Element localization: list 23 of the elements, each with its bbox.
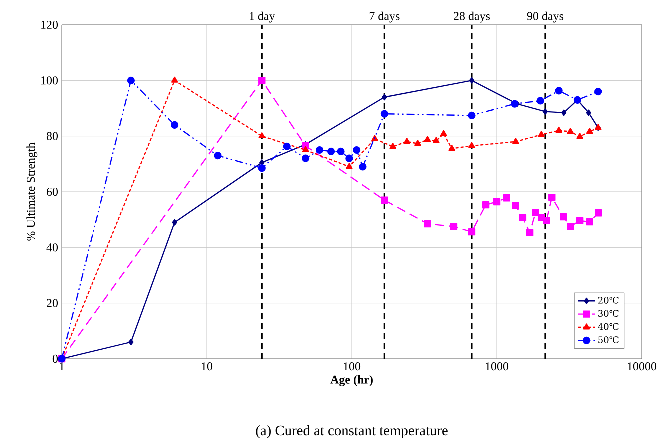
legend-label: 50℃: [598, 336, 619, 344]
y-axis-title: % Ultimate Strength: [26, 142, 38, 241]
ref-line-label: 1 day: [250, 12, 276, 23]
ref-line-label: 28 days: [454, 12, 490, 23]
x-tick-label: 1000: [486, 362, 509, 371]
legend-label: 40℃: [598, 323, 619, 330]
y-tick-label: 0: [52, 354, 58, 364]
x-tick-label: 10000: [628, 362, 657, 371]
ref-line-label: 7 days: [370, 12, 400, 23]
x-tick-label: 1: [60, 362, 64, 370]
x-tick-label: 100: [344, 362, 361, 371]
x-axis-title: Age (hr): [330, 375, 373, 386]
x-tick-label: 10: [202, 362, 213, 371]
text: (a) Cured at constant temperature: [256, 425, 448, 439]
legend-label: 30℃: [598, 310, 619, 318]
y-tick-label: 40: [46, 244, 58, 252]
y-tick-label: 120: [42, 20, 58, 30]
y-tick-label: 80: [46, 132, 58, 140]
ref-line-label: 90 days: [527, 12, 564, 23]
y-tick-label: 60: [46, 188, 58, 196]
legend-label: 20℃: [598, 297, 619, 304]
y-tick-label: 20: [47, 299, 58, 308]
y-tick-label: 100: [42, 76, 58, 85]
